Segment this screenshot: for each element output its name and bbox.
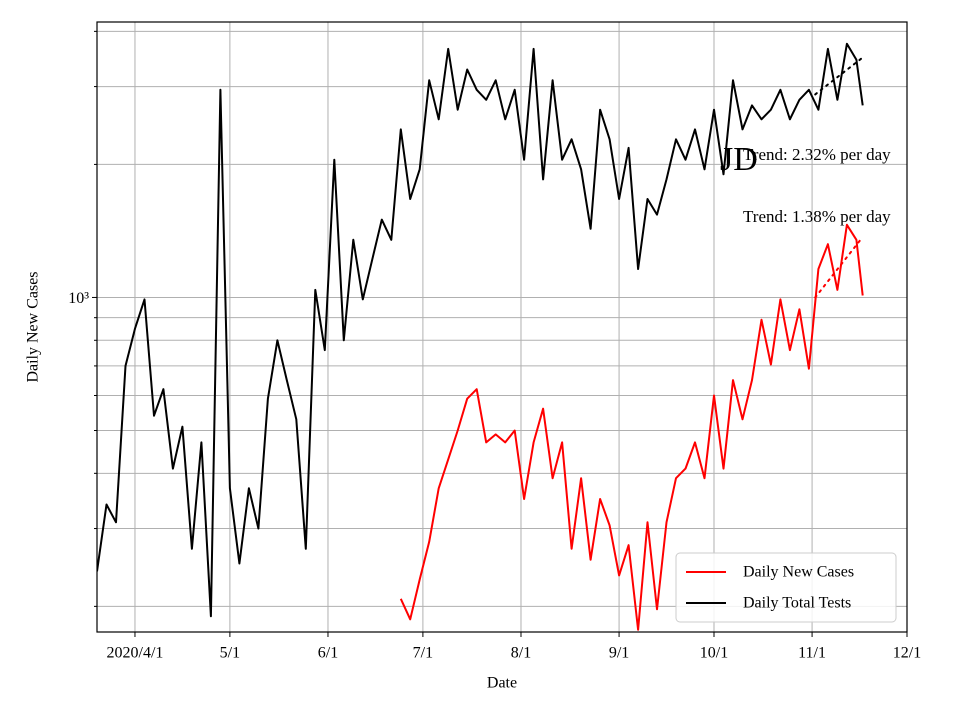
trend-line bbox=[814, 56, 864, 96]
x-tick-label: 5/1 bbox=[220, 645, 240, 662]
x-tick-label: 7/1 bbox=[413, 645, 433, 662]
x-tick-label: 2020/4/1 bbox=[107, 645, 164, 662]
data-line bbox=[399, 223, 864, 631]
y-axis-label: Daily New Cases bbox=[25, 271, 42, 382]
annotation: JD bbox=[720, 141, 758, 178]
x-tick-label: 8/1 bbox=[511, 645, 531, 662]
x-tick-label: 6/1 bbox=[318, 645, 338, 662]
x-tick-label: 11/1 bbox=[798, 645, 826, 662]
y-tick-label: 10³ bbox=[68, 290, 89, 307]
legend-label: Daily New Cases bbox=[743, 564, 854, 581]
x-tick-label: 12/1 bbox=[893, 645, 921, 662]
data-line bbox=[97, 42, 864, 618]
plot-frame bbox=[96, 21, 908, 633]
legend-label: Daily Total Tests bbox=[743, 595, 851, 612]
x-tick-label: 10/1 bbox=[700, 645, 728, 662]
annotation: Trend: 2.32% per day bbox=[743, 145, 891, 164]
trend-line bbox=[814, 236, 864, 299]
x-tick-label: 9/1 bbox=[609, 645, 629, 662]
legend-box bbox=[675, 552, 897, 623]
x-axis-label: Date bbox=[487, 675, 517, 692]
annotation: Trend: 1.38% per day bbox=[743, 207, 891, 226]
